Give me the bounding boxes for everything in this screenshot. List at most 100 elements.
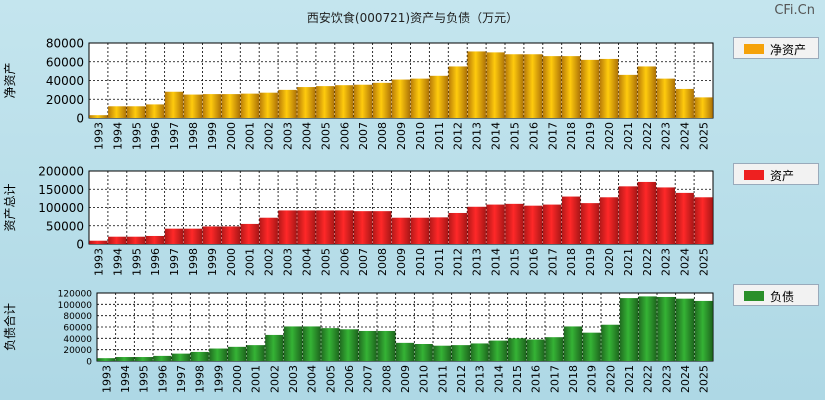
x-tick-label: 2012 bbox=[452, 248, 465, 276]
bar-2001 bbox=[240, 223, 259, 244]
bar-2022 bbox=[638, 296, 657, 361]
x-tick-label: 2007 bbox=[357, 248, 370, 276]
x-tick-label: 2005 bbox=[319, 122, 332, 150]
bar-2012 bbox=[448, 66, 467, 118]
x-tick-label: 1995 bbox=[138, 365, 151, 393]
bar-1997 bbox=[164, 91, 184, 118]
x-tick-label: 2019 bbox=[584, 122, 597, 150]
bar-2015 bbox=[505, 54, 524, 118]
bar-2004 bbox=[297, 87, 316, 118]
bar-1994 bbox=[108, 236, 127, 244]
x-tick-label: 2004 bbox=[300, 122, 313, 150]
x-tick-label: 2004 bbox=[306, 365, 319, 393]
bar-2005 bbox=[316, 86, 335, 118]
x-tick-label: 2008 bbox=[380, 365, 393, 393]
bar-1999 bbox=[209, 348, 228, 361]
x-tick-label: 2011 bbox=[433, 248, 446, 276]
x-tick-label: 2018 bbox=[565, 248, 578, 276]
x-tick-label: 2015 bbox=[511, 365, 524, 393]
x-tick-label: 2008 bbox=[376, 248, 389, 276]
x-tick-label: 2014 bbox=[490, 248, 503, 276]
bar-2011 bbox=[433, 345, 452, 361]
x-tick-label: 2009 bbox=[395, 248, 408, 276]
y-tick-label: 80000 bbox=[63, 312, 92, 322]
x-tick-label: 2018 bbox=[565, 122, 578, 150]
x-tick-label: 2023 bbox=[660, 365, 673, 393]
bar-2014 bbox=[486, 52, 505, 118]
bar-2018 bbox=[561, 56, 581, 118]
x-tick-label: 2009 bbox=[395, 122, 408, 150]
bar-2012 bbox=[448, 212, 467, 244]
bar-1995 bbox=[127, 106, 146, 118]
bar-1994 bbox=[115, 357, 135, 361]
bar-2016 bbox=[524, 54, 543, 118]
x-tick-label: 2025 bbox=[698, 365, 711, 393]
bar-2002 bbox=[259, 217, 278, 244]
bar-2019 bbox=[580, 59, 600, 118]
y-tick-label: 0 bbox=[76, 238, 84, 252]
bar-2009 bbox=[391, 79, 411, 118]
bar-2007 bbox=[353, 84, 373, 118]
x-tick-label: 2013 bbox=[471, 248, 484, 276]
x-tick-label: 2022 bbox=[642, 365, 655, 393]
x-tick-label: 2006 bbox=[338, 248, 351, 276]
bar-1998 bbox=[183, 94, 203, 118]
legend-label-1: 净资产 bbox=[770, 43, 807, 57]
x-tick-label: 2022 bbox=[641, 122, 654, 150]
bar-1993 bbox=[89, 240, 108, 244]
x-tick-label: 2020 bbox=[603, 122, 616, 150]
x-tick-label: 2021 bbox=[622, 248, 635, 276]
x-tick-label: 2004 bbox=[300, 248, 313, 276]
bar-2020 bbox=[599, 58, 619, 118]
bar-2024 bbox=[675, 192, 694, 244]
x-tick-label: 2000 bbox=[231, 365, 244, 393]
bar-2021 bbox=[618, 186, 638, 244]
y-tick-label: 20000 bbox=[63, 346, 92, 356]
bar-2023 bbox=[656, 78, 675, 118]
y-tick-label: 80000 bbox=[46, 37, 84, 51]
x-tick-label: 2002 bbox=[263, 248, 276, 276]
bar-2021 bbox=[619, 298, 639, 361]
x-tick-label: 2017 bbox=[548, 365, 561, 393]
bar-1996 bbox=[145, 235, 165, 244]
x-tick-label: 2000 bbox=[225, 122, 238, 150]
y-tick-label: 0 bbox=[86, 357, 92, 367]
x-tick-label: 2012 bbox=[455, 365, 468, 393]
x-tick-label: 2025 bbox=[698, 248, 711, 276]
bar-2019 bbox=[582, 332, 601, 361]
bar-2016 bbox=[526, 339, 545, 361]
bar-2003 bbox=[278, 210, 297, 244]
x-tick-label: 2001 bbox=[244, 248, 257, 276]
x-tick-label: 2021 bbox=[622, 122, 635, 150]
x-tick-label: 2002 bbox=[268, 365, 281, 393]
bar-2023 bbox=[656, 187, 675, 244]
y-axis-label: 净资产 bbox=[3, 62, 17, 98]
x-tick-label: 2014 bbox=[490, 122, 503, 150]
bar-2015 bbox=[507, 338, 527, 361]
legend-label-2: 资产 bbox=[770, 169, 795, 183]
legend-panel-1: 净资产 bbox=[733, 37, 819, 59]
bar-1999 bbox=[202, 226, 222, 244]
bar-2000 bbox=[227, 346, 247, 361]
bar-2022 bbox=[637, 66, 657, 118]
y-tick-label: 40000 bbox=[63, 335, 92, 345]
x-tick-label: 1994 bbox=[119, 365, 132, 393]
bar-2002 bbox=[265, 334, 284, 361]
bar-2003 bbox=[278, 89, 297, 118]
y-tick-label: 60000 bbox=[46, 55, 84, 69]
bar-2010 bbox=[414, 344, 433, 361]
x-tick-label: 2006 bbox=[338, 122, 351, 150]
bar-2014 bbox=[489, 340, 508, 361]
bar-1996 bbox=[145, 104, 165, 118]
legend-panel-2: 资产 bbox=[733, 163, 819, 185]
bar-2007 bbox=[353, 211, 373, 244]
bar-2006 bbox=[335, 210, 354, 244]
x-tick-label: 2007 bbox=[362, 365, 375, 393]
x-tick-label: 2019 bbox=[586, 365, 599, 393]
bar-2018 bbox=[563, 326, 583, 361]
x-tick-label: 2006 bbox=[343, 365, 356, 393]
bar-2004 bbox=[297, 210, 316, 244]
bar-2025 bbox=[694, 97, 713, 118]
bar-2002 bbox=[259, 92, 278, 118]
